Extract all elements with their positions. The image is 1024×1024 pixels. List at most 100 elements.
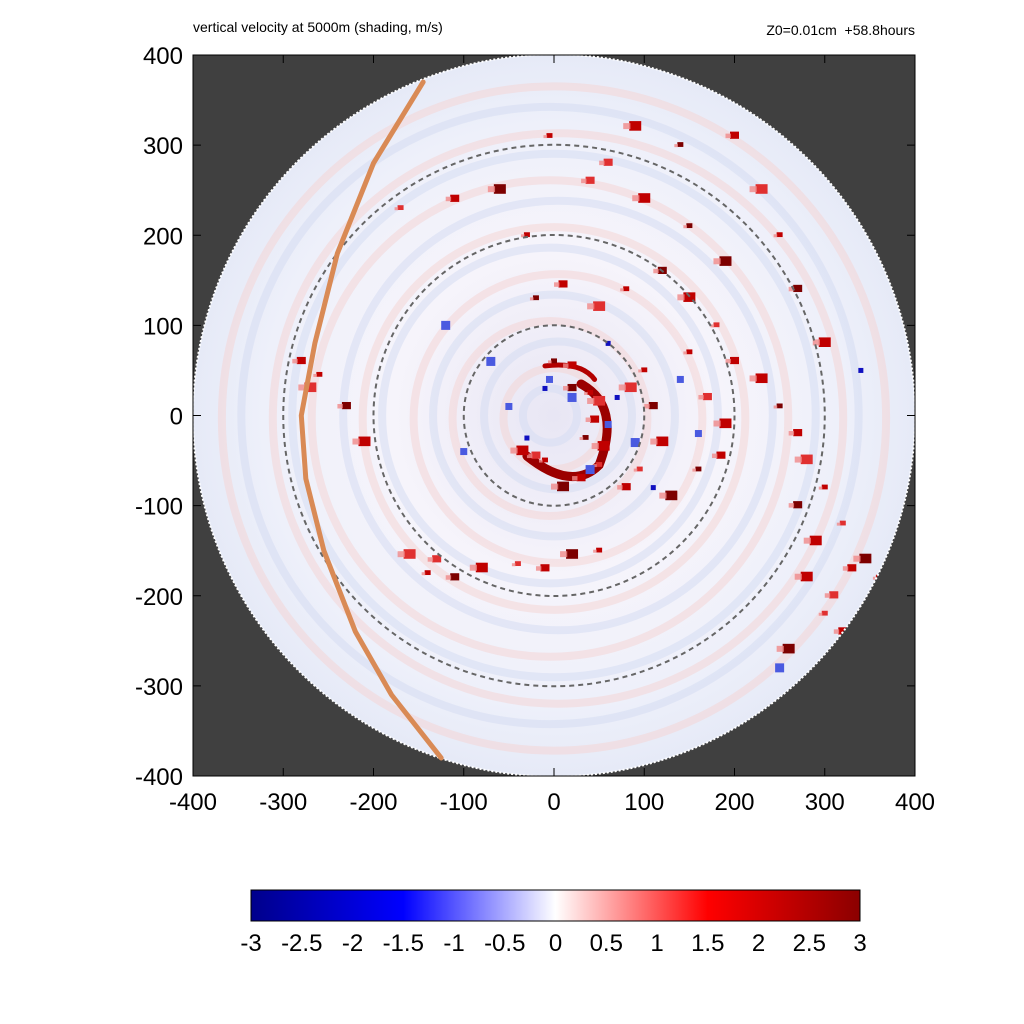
updraft-cell [776,403,783,409]
updraft-cell [872,576,877,580]
updraft-cell [641,367,648,373]
downdraft-cell [858,367,864,373]
updraft-cell [403,549,416,559]
field-band [237,102,863,729]
colorbar-tick-label: 0.5 [590,930,623,957]
updraft-cell [581,178,587,184]
colorbar-tick-label: 2 [752,930,765,957]
downdraft-cell [775,663,785,673]
colorbar-tick-label: -2 [342,930,363,957]
downdraft-cell [605,340,611,346]
updraft-cell [535,566,542,571]
updraft-cell [523,232,530,238]
field-band [217,82,891,755]
updraft-cell [450,194,460,202]
downdraft-cell [441,320,451,330]
updraft-cell [554,282,560,287]
downdraft-cell [524,435,530,441]
updraft-cell [683,292,696,302]
downdraft-cell [630,438,640,448]
y-tick-label: -300 [135,674,183,701]
updraft-cell [695,466,702,472]
downdraft-cell [567,392,577,402]
updraft-cell [716,451,726,459]
updraft-cell [674,144,678,148]
updraft-cell [818,486,823,490]
colorbar-tick-label: 1.5 [691,930,724,957]
updraft-cell [337,403,343,409]
y-tick-label: 400 [143,43,183,70]
updraft-cell [585,417,592,423]
updraft-cell [445,575,452,580]
updraft-cell [677,142,684,147]
updraft-cell [421,572,426,576]
field-band [448,317,652,520]
updraft-cell [587,303,595,310]
updraft-cell [824,593,831,598]
updraft-cell [543,135,548,139]
updraft-cell [702,392,712,401]
updraft-cell [617,485,623,490]
y-tick-label: 100 [143,313,183,340]
track-line [298,79,444,761]
updraft-cell [638,369,642,373]
updraft-cell [397,205,404,211]
x-tick-label: -400 [169,789,217,816]
updraft-cell [587,397,595,404]
colorbar-tick-label: -2.5 [281,930,322,957]
updraft-cell [629,121,642,131]
updraft-cell [475,562,488,573]
updraft-cell [593,301,606,311]
updraft-cell [644,403,650,409]
updraft-cell [683,351,687,355]
updraft-cell [793,284,803,293]
updraft-cell [572,476,578,481]
y-tick-label: -200 [135,584,183,611]
updraft-cell [590,415,600,423]
updraft-cell [469,564,477,571]
updraft-cell [725,358,731,364]
updraft-cell [838,627,848,635]
updraft-cell [529,297,534,301]
updraft-cell [621,483,631,491]
reference-circle [282,143,826,688]
updraft-cell [546,133,553,138]
track-line [298,79,444,761]
downdraft-cell [694,430,702,438]
updraft-cell [853,555,861,562]
updraft-cell [597,441,610,451]
updraft-cell [859,553,872,564]
updraft-cell [648,401,658,410]
updraft-cell [593,549,597,553]
updraft-cell [548,360,552,364]
updraft-cell [818,337,831,347]
updraft-cell [558,280,568,288]
updraft-cell [520,234,525,238]
updraft-cell [773,234,778,238]
updraft-cell [582,435,589,440]
x-tick-label: -300 [259,789,307,816]
updraft-cell [788,503,795,508]
updraft-cell [749,186,757,193]
updraft-cell [686,349,693,355]
chart-annotation: Z0=0.01cm +58.8hours [766,22,915,38]
x-tick-label: -100 [440,789,488,816]
updraft-cell [638,193,651,203]
domain-disc [193,54,915,777]
updraft-cell [563,363,569,368]
updraft-cell [623,286,630,292]
updraft-cell [316,371,323,377]
updraft-cell [313,373,317,377]
downdraft-cell [604,421,612,429]
updraft-cell [659,492,667,499]
updraft-cell [713,258,721,265]
updraft-cell [397,551,405,558]
updraft-cell [551,358,557,364]
updraft-cell [773,405,778,409]
updraft-cell [800,454,813,465]
field-band [307,176,793,661]
updraft-cell [493,184,506,194]
x-tick-label: 400 [895,789,935,816]
updraft-cell [776,232,783,238]
colorbar-tick-label: -3 [240,930,261,957]
